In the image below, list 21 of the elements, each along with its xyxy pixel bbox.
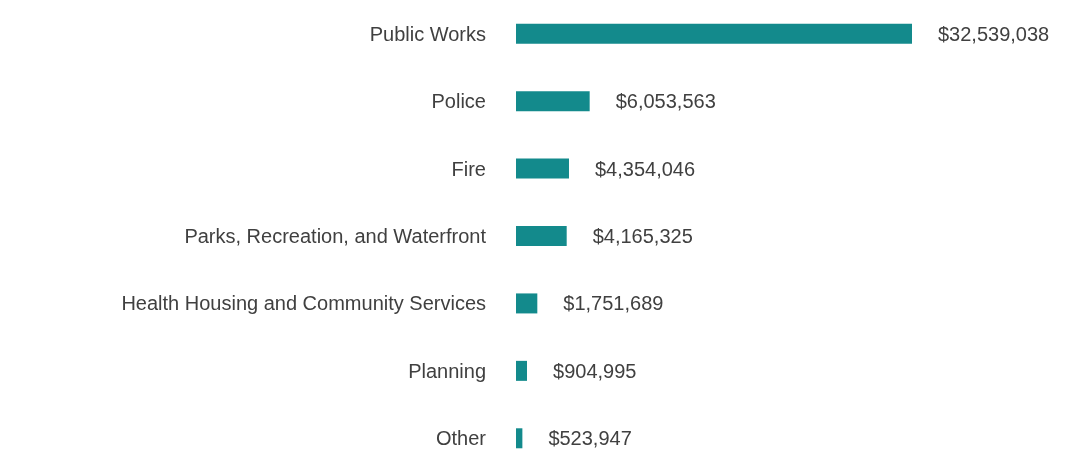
- bar: [516, 293, 538, 314]
- data-label: $523,947: [548, 427, 632, 450]
- data-label: $4,165,325: [592, 225, 693, 247]
- data-label: $904,995: [553, 359, 637, 382]
- data-label: $1,751,689: [563, 292, 664, 315]
- bar: [516, 158, 569, 179]
- bar: [516, 91, 590, 112]
- bar: [516, 23, 912, 44]
- data-label: $6,053,563: [615, 90, 716, 113]
- y-tick-label: Other: [435, 427, 487, 450]
- y-tick-label: Health Housing and Community Services: [121, 292, 486, 315]
- bar: [516, 226, 567, 246]
- y-tick-label: Planning: [408, 359, 486, 382]
- y-tick-label: Fire: [451, 157, 486, 180]
- data-label: $4,354,046: [594, 157, 696, 180]
- bar: [516, 360, 528, 381]
- y-tick-label: Police: [431, 90, 486, 113]
- bar: [516, 428, 523, 449]
- data-label: $32,539,038: [938, 22, 1050, 45]
- y-tick-label: Public Works: [369, 22, 486, 45]
- y-tick-label: Parks, Recreation, and Waterfront: [184, 225, 487, 247]
